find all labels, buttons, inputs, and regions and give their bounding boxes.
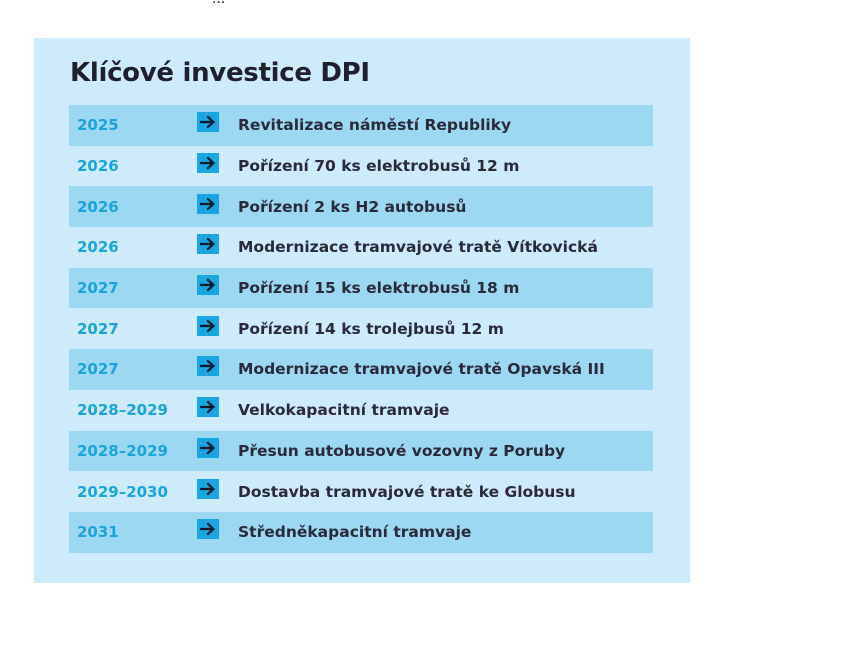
investment-row: 2026 Pořízení 70 ks elektrobusů 12 m	[69, 146, 653, 187]
investment-row: 2027 Pořízení 15 ks elektrobusů 18 m	[69, 267, 653, 309]
investment-year: 2025	[77, 116, 119, 135]
investment-row: 2026 Modernizace tramvajové tratě Vítkovi…	[69, 227, 653, 268]
investment-row: 2027 Pořízení 14 ks trolejbusů 12 m	[69, 308, 653, 349]
arrow-right-icon	[197, 193, 219, 214]
investments-panel: Klíčové investice DPI 2025 Revitalizace n…	[34, 38, 690, 583]
investment-year: 2026	[77, 197, 119, 216]
investment-year: 2026	[77, 238, 119, 257]
panel-title: Klíčové investice DPI	[70, 58, 370, 88]
arrow-right-icon	[197, 519, 219, 540]
arrow-right-icon	[197, 437, 219, 458]
investment-description: Pořízení 14 ks trolejbusů 12 m	[238, 319, 504, 338]
investment-description: Pořízení 15 ks elektrobusů 18 m	[238, 279, 520, 298]
investment-description: Přesun autobusové vozovny z Poruby	[238, 441, 566, 460]
investment-year: 2027	[77, 360, 119, 379]
investment-year: 2028–2029	[77, 441, 168, 460]
arrow-right-icon	[197, 356, 219, 377]
arrow-right-icon	[197, 112, 219, 133]
investment-description: Pořízení 2 ks H2 autobusů	[238, 197, 467, 216]
investment-description: Dostavba tramvajové tratě ke Globusu	[238, 482, 576, 501]
cropped-text-fragment: ...	[212, 0, 225, 8]
investment-description: Středněkapacitní tramvaje	[238, 523, 472, 542]
investment-row: 2031 Středněkapacitní tramvaje	[69, 511, 653, 553]
investment-row: 2027 Modernizace tramvajové tratě Opavská…	[69, 349, 653, 390]
investment-description: Revitalizace náměstí Republiky	[238, 116, 512, 135]
investment-year: 2027	[77, 279, 119, 298]
investments-list: 2025 Revitalizace náměstí Republiky 2026 Po…	[69, 105, 653, 553]
investment-year: 2031	[77, 523, 119, 542]
arrow-right-icon	[197, 275, 219, 296]
investment-row: 2026 Pořízení 2 ks H2 autobusů	[69, 186, 653, 228]
investment-description: Pořízení 70 ks elektrobusů 12 m	[238, 157, 520, 176]
arrow-right-icon	[197, 315, 219, 336]
investment-description: Modernizace tramvajové tratě Opavská III	[238, 360, 605, 379]
arrow-right-icon	[197, 153, 219, 174]
arrow-right-icon	[197, 397, 219, 418]
investment-year: 2026	[77, 157, 119, 176]
investment-row: 2028–2029 Velkokapacitní tramvaje	[69, 390, 653, 431]
arrow-right-icon	[197, 478, 219, 499]
investment-description: Velkokapacitní tramvaje	[238, 401, 450, 420]
arrow-right-icon	[197, 234, 219, 255]
investment-row: 2028–2029 Přesun autobusové vozovny z Por…	[69, 430, 653, 472]
investment-row: 2029–2030 Dostavba tramvajové tratě ke Gl…	[69, 471, 653, 512]
investment-year: 2028–2029	[77, 401, 168, 420]
investment-description: Modernizace tramvajové tratě Vítkovická	[238, 238, 598, 257]
investment-year: 2027	[77, 319, 119, 338]
investment-year: 2029–2030	[77, 482, 168, 501]
investment-row: 2025 Revitalizace náměstí Republiky	[69, 105, 653, 146]
